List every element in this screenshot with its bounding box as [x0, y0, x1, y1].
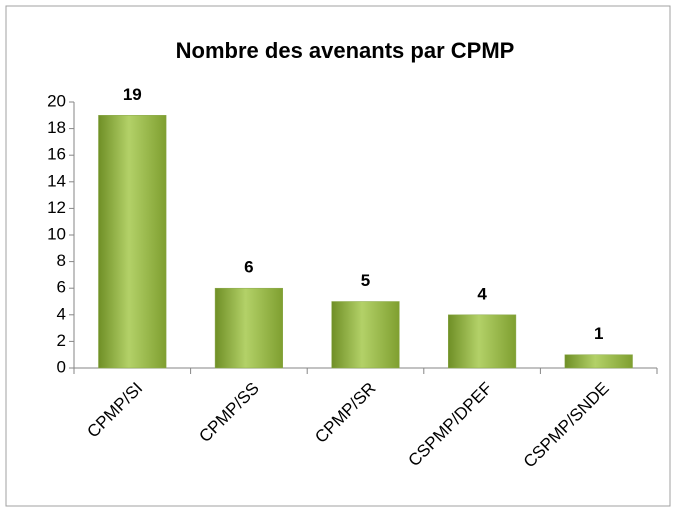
bar: [214, 287, 283, 369]
y-tick-label: 6: [57, 278, 66, 297]
chart-title: Nombre des avenants par CPMP: [176, 38, 515, 63]
bar: [98, 115, 167, 369]
y-tick-label: 20: [47, 91, 66, 110]
y-tick-label: 12: [47, 198, 66, 217]
y-tick-label: 16: [47, 145, 66, 164]
y-tick-label: 10: [47, 224, 66, 243]
y-tick-label: 2: [57, 331, 66, 350]
y-tick-label: 8: [57, 251, 66, 270]
data-label: 4: [477, 284, 487, 303]
bar: [448, 314, 517, 369]
data-label: 5: [361, 271, 370, 290]
y-tick-label: 0: [57, 357, 66, 376]
y-tick-label: 18: [47, 118, 66, 137]
data-label: 1: [594, 324, 603, 343]
data-label: 19: [123, 85, 142, 104]
data-label: 6: [244, 258, 253, 277]
bar: [331, 301, 400, 369]
bar: [564, 354, 633, 369]
y-tick-label: 4: [57, 304, 66, 323]
y-tick-label: 14: [47, 171, 66, 190]
